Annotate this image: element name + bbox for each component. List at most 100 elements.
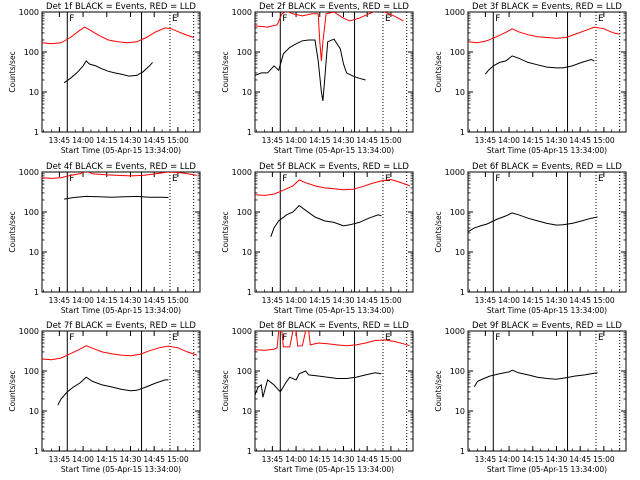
y-tick-label: 1000 (19, 8, 39, 17)
x-axis-label: Start Time (05-Apr-15 13:34:00) (274, 146, 394, 155)
detector-panel: Det 9f BLACK = Events, RED = LLD 1 10 100 10… (434, 321, 627, 474)
x-tick-label: 13:45 (49, 296, 71, 305)
marker-label: F (69, 14, 74, 24)
y-tick-label: 10 (455, 407, 465, 416)
y-axis-label: Counts/sec (8, 211, 17, 252)
x-axis-label: Start Time (05-Apr-15 13:34:00) (487, 306, 607, 315)
plot-frame (254, 330, 414, 452)
x-tick-label: 14:15 (522, 455, 544, 464)
y-axis-label: Counts/sec (434, 370, 443, 411)
panel-title: Det 8f BLACK = Events, RED = LLD (259, 321, 409, 331)
y-tick-label: 10 (242, 407, 252, 416)
x-tick-label: 14:00 (72, 296, 94, 305)
y-tick-label: 1000 (232, 8, 252, 17)
y-tick-label: 1000 (445, 327, 465, 336)
x-tick-label: 15:00 (380, 136, 402, 145)
x-tick-label: 14:00 (72, 455, 94, 464)
y-tick-label: 1000 (445, 168, 465, 177)
plot-frame (467, 330, 627, 452)
x-axis-label: Start Time (05-Apr-15 13:34:00) (487, 465, 607, 474)
detector-panel: Det 2f BLACK = Events, RED = LLD 1 10 100 10… (221, 2, 414, 155)
x-tick-label: 15:00 (593, 296, 615, 305)
marker-label: E (598, 333, 604, 343)
x-tick-label: 14:00 (285, 296, 307, 305)
detector-panel: Det 3f BLACK = Events, RED = LLD 1 10 100 10… (434, 2, 627, 155)
lld-series-line (255, 12, 404, 61)
x-tick-label: 14:30 (333, 296, 355, 305)
plot-frame (467, 11, 627, 133)
lld-series-line (255, 331, 410, 351)
y-tick-label: 1000 (232, 327, 252, 336)
marker-label: E (598, 14, 604, 24)
plot-frame (41, 11, 201, 133)
y-axis-label: Counts/sec (221, 370, 230, 411)
marker-label: F (282, 14, 287, 24)
panel-title: Det 1f BLACK = Events, RED = LLD (46, 2, 196, 12)
y-tick-label: 100 (237, 208, 252, 217)
x-tick-label: 15:00 (380, 455, 402, 464)
y-tick-label: 1 (34, 447, 39, 456)
x-tick-label: 15:00 (167, 455, 189, 464)
plot-frame (41, 330, 201, 452)
y-tick-label: 1 (247, 288, 252, 297)
panel-title: Det 6f BLACK = Events, RED = LLD (472, 162, 622, 172)
x-tick-label: 14:15 (522, 136, 544, 145)
detector-panel: Det 8f BLACK = Events, RED = LLD 1 10 100 10… (221, 321, 414, 474)
x-tick-label: 14:00 (498, 296, 520, 305)
y-tick-label: 10 (29, 88, 39, 97)
marker-label: E (385, 333, 391, 343)
x-tick-label: 14:30 (120, 296, 142, 305)
y-tick-label: 1 (247, 128, 252, 137)
x-tick-label: 15:00 (380, 296, 402, 305)
x-tick-label: 14:15 (96, 455, 118, 464)
x-tick-label: 14:30 (546, 455, 568, 464)
y-tick-label: 10 (242, 248, 252, 257)
y-tick-label: 1000 (19, 327, 39, 336)
x-tick-label: 13:45 (475, 296, 497, 305)
events-series-line (255, 38, 366, 101)
x-tick-label: 13:45 (262, 136, 284, 145)
lld-series-line (255, 178, 410, 196)
x-tick-label: 14:30 (120, 455, 142, 464)
x-tick-label: 15:00 (593, 136, 615, 145)
x-tick-label: 13:45 (49, 455, 71, 464)
x-tick-label: 14:45 (569, 296, 591, 305)
y-axis-label: Counts/sec (221, 51, 230, 92)
x-tick-label: 14:45 (143, 455, 165, 464)
x-tick-label: 14:30 (546, 296, 568, 305)
events-series-line (468, 212, 598, 233)
y-tick-label: 10 (29, 407, 39, 416)
y-tick-label: 100 (237, 367, 252, 376)
events-series-line (255, 370, 382, 398)
x-tick-label: 13:45 (262, 455, 284, 464)
marker-label: E (172, 14, 178, 24)
y-axis-label: Counts/sec (434, 211, 443, 252)
x-axis-label: Start Time (05-Apr-15 13:34:00) (487, 146, 607, 155)
x-axis-label: Start Time (05-Apr-15 13:34:00) (61, 306, 181, 315)
x-tick-label: 14:45 (143, 296, 165, 305)
x-tick-label: 14:45 (569, 455, 591, 464)
x-tick-label: 13:45 (475, 136, 497, 145)
plot-frame (41, 171, 201, 293)
marker-label: F (495, 333, 500, 343)
y-tick-label: 1 (460, 288, 465, 297)
lld-series-line (42, 345, 197, 361)
x-tick-label: 14:30 (333, 136, 355, 145)
y-tick-label: 1000 (445, 8, 465, 17)
y-tick-label: 10 (455, 88, 465, 97)
y-axis-label: Counts/sec (8, 51, 17, 92)
y-tick-label: 100 (24, 48, 39, 57)
marker-label: F (282, 174, 287, 184)
lld-series-line (42, 172, 197, 179)
x-axis-label: Start Time (05-Apr-15 13:34:00) (61, 465, 181, 474)
detector-panel: Det 5f BLACK = Events, RED = LLD 1 10 100 10… (221, 162, 414, 315)
x-tick-label: 15:00 (167, 296, 189, 305)
detector-panel: Det 7f BLACK = Events, RED = LLD 1 10 100 10… (8, 321, 201, 474)
panel-title: Det 4f BLACK = Events, RED = LLD (46, 162, 196, 172)
y-tick-label: 1 (247, 447, 252, 456)
lld-series-line (42, 26, 194, 45)
y-axis-label: Counts/sec (434, 51, 443, 92)
events-series-line (57, 376, 169, 406)
y-tick-label: 10 (455, 248, 465, 257)
x-tick-label: 14:15 (96, 296, 118, 305)
